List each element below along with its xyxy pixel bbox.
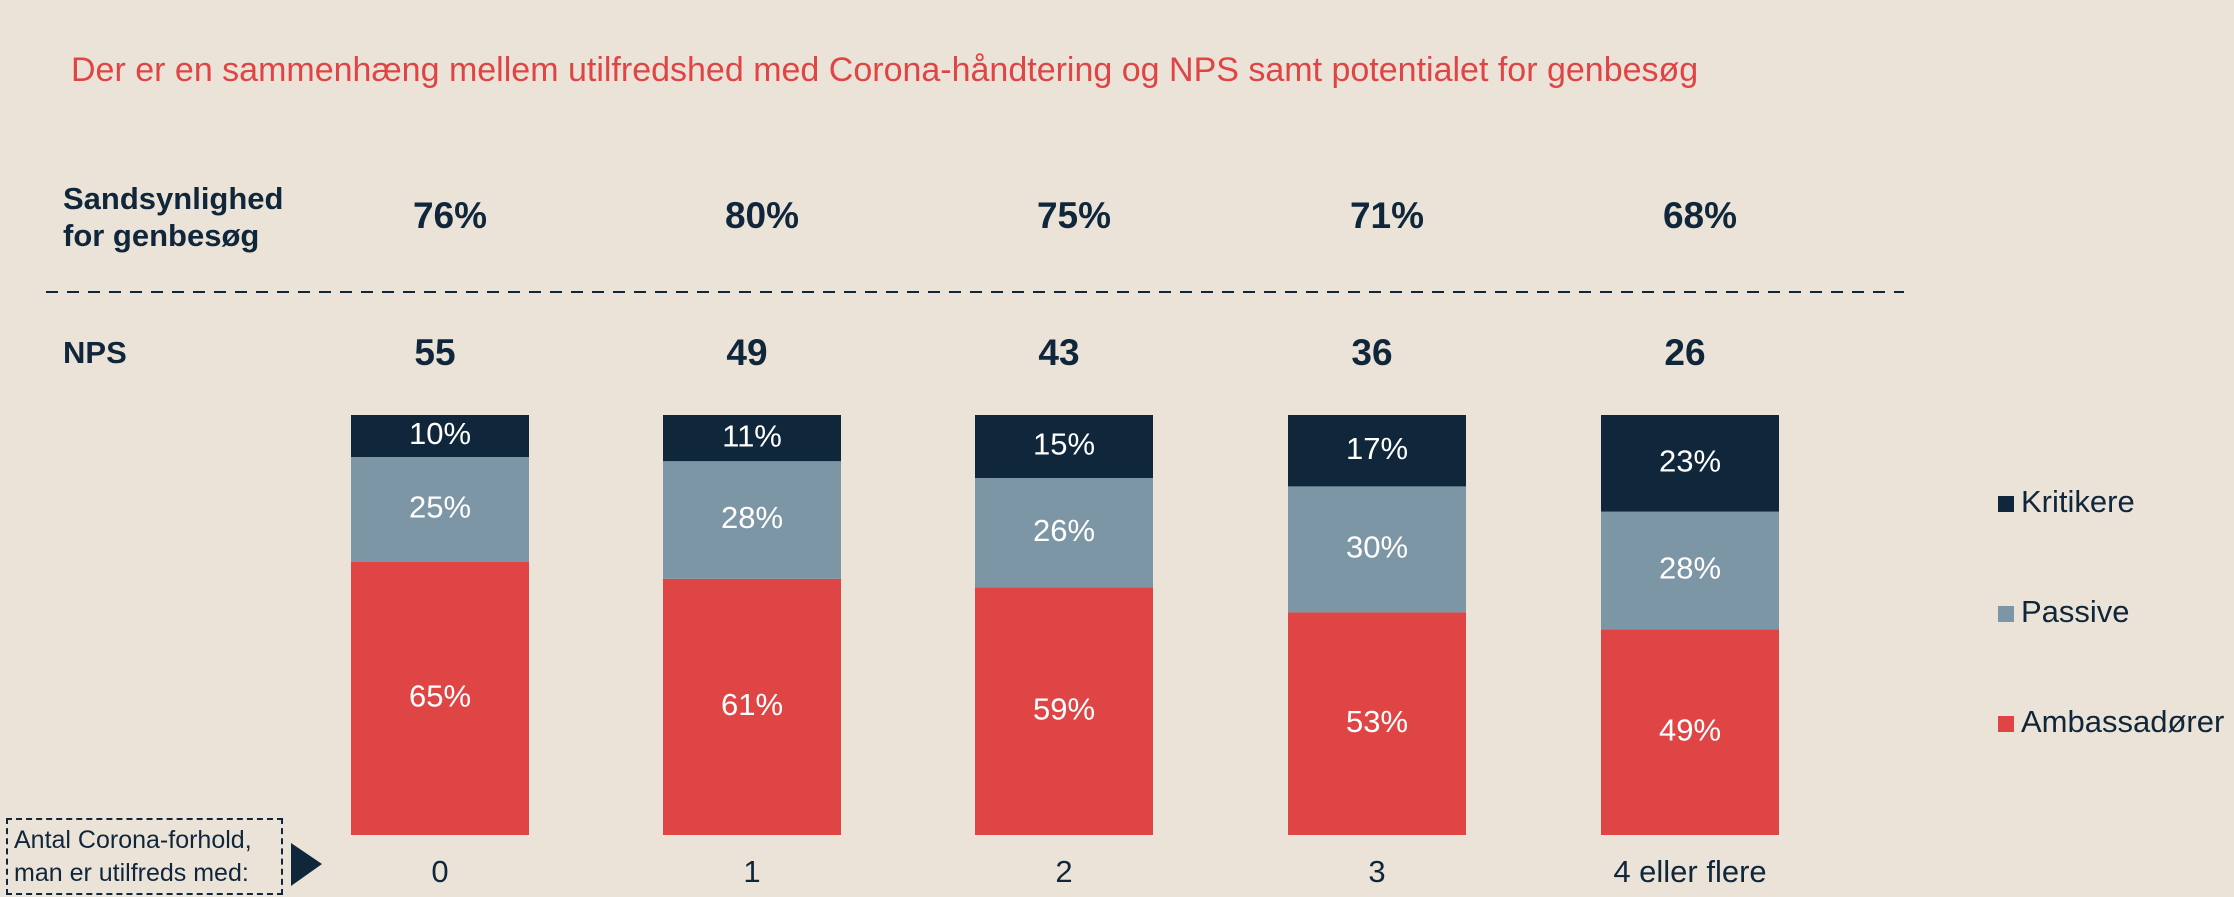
revisit-value: 71% (1350, 195, 1424, 236)
x-tick-label: 1 (743, 854, 760, 889)
nps-label: NPS (63, 335, 127, 370)
legend-swatch (1998, 606, 2014, 622)
nps-value: 55 (414, 332, 455, 373)
bar-segment (1601, 415, 1779, 512)
data-label: 61% (721, 687, 783, 722)
data-label: 49% (1659, 712, 1721, 747)
data-label: 25% (409, 490, 471, 525)
revisit-value: 75% (1037, 195, 1111, 236)
nps-value: 43 (1038, 332, 1079, 373)
bar-segment (1288, 486, 1466, 613)
data-label: 23% (1659, 443, 1721, 478)
x-tick-label: 2 (1055, 854, 1072, 889)
revisit-label: Sandsynlighed for genbesøg (63, 181, 284, 253)
bar-segment (663, 415, 841, 462)
revisit-value: 80% (725, 195, 799, 236)
legend-label: Ambassadører (2021, 704, 2224, 739)
revisit-value: 68% (1663, 195, 1737, 236)
data-label: 65% (409, 679, 471, 714)
legend-label: Passive (2021, 594, 2130, 629)
bar-segment (975, 415, 1153, 478)
bar-segment (1288, 612, 1466, 835)
data-label: 10% (409, 416, 471, 451)
data-label: 17% (1346, 431, 1408, 466)
chart-title: Der er en sammenhæng mellem utilfredshed… (71, 51, 1698, 89)
data-label: 59% (1033, 691, 1095, 726)
bar-segment (1288, 415, 1466, 487)
bar-segment (975, 587, 1153, 835)
x-tick-label: 0 (431, 854, 448, 889)
nps-value: 26 (1664, 332, 1705, 373)
x-tick-label: 3 (1368, 854, 1385, 889)
bar-segment (351, 562, 529, 835)
x-axis-note: Antal Corona-forhold, man er utilfreds m… (6, 818, 283, 895)
revisit-value: 76% (413, 195, 487, 236)
nps-value: 36 (1351, 332, 1392, 373)
legend-swatch (1998, 496, 2014, 512)
data-label: 53% (1346, 704, 1408, 739)
bar-segment (663, 461, 841, 579)
bar-segment (1601, 511, 1779, 630)
arrow (291, 843, 322, 886)
data-label: 30% (1346, 530, 1408, 565)
nps-value: 49 (726, 332, 767, 373)
bar-segment (351, 457, 529, 562)
data-label: 28% (721, 500, 783, 535)
legend-swatch (1998, 716, 2014, 732)
data-label: 26% (1033, 513, 1095, 548)
data-label: 15% (1033, 427, 1095, 462)
bar-segment (975, 478, 1153, 588)
legend-label: Kritikere (2021, 484, 2135, 519)
bar-segment (351, 415, 529, 457)
bar-segment (663, 578, 841, 835)
data-label: 28% (1659, 551, 1721, 586)
x-tick-label: 4 eller flere (1613, 854, 1766, 889)
data-label: 11% (722, 418, 782, 453)
bar-segment (1601, 629, 1779, 835)
